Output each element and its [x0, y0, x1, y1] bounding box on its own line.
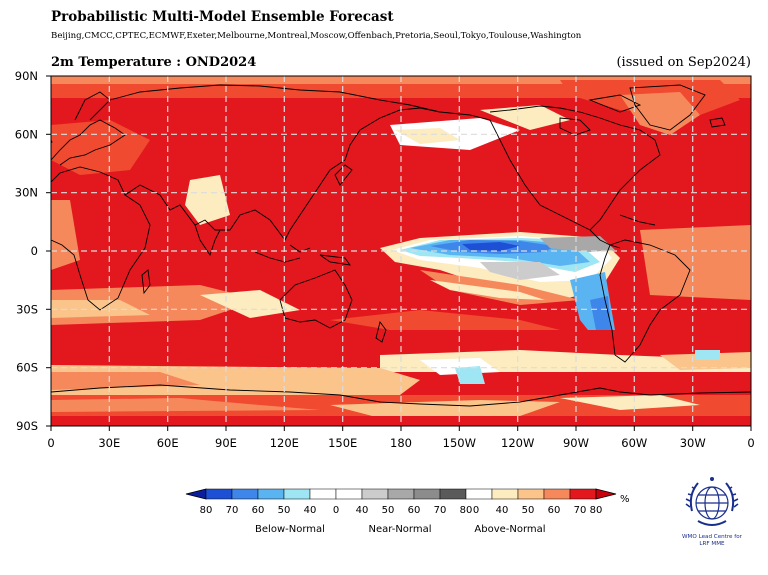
colorbar-swatch	[491, 488, 519, 500]
lat-label: 90N	[15, 69, 38, 83]
colorbar-tick-label: 40	[304, 505, 317, 516]
colorbar-tick-label: 0	[473, 505, 479, 516]
logo-caption-line1: WMO Lead Centre for	[682, 534, 742, 540]
lon-label: 150E	[328, 436, 357, 450]
colorbar-swatch	[309, 488, 337, 500]
lon-label: 30E	[98, 436, 120, 450]
lon-label: 120E	[270, 436, 299, 450]
colorbar-unit: %	[620, 494, 630, 505]
colorbar-tick-label: 0	[333, 505, 339, 516]
colorbar-swatch	[335, 488, 363, 500]
lat-label: 30S	[16, 302, 38, 316]
colorbar-tick-label: 50	[522, 505, 535, 516]
colorbar-tick-label: 60	[252, 505, 265, 516]
colorbar-tick-label: 70	[574, 505, 587, 516]
colorbar-swatch	[465, 488, 493, 500]
lat-label: 90S	[16, 419, 38, 433]
lon-ticks	[50, 426, 752, 431]
coastlines	[51, 84, 751, 407]
category-near-normal: Near-Normal	[368, 524, 431, 535]
lon-label: 120W	[501, 436, 534, 450]
colorbar-tick-label: 60	[548, 505, 561, 516]
colorbar-swatch	[569, 488, 597, 500]
colorbar-tick-label: 60	[408, 505, 421, 516]
colorbar-swatch	[517, 488, 545, 500]
latitude-axis: 90N 60N 30N 0 30S 60S 90S	[15, 69, 38, 433]
lon-label: 0	[47, 436, 54, 450]
lat-label: 60S	[16, 361, 38, 375]
colorbar-tick-label: 80	[460, 505, 473, 516]
colorbar-tick-label: 40	[356, 505, 369, 516]
map-subtitle: 2m Temperature : OND2024	[51, 55, 257, 70]
colorbar-swatch	[413, 488, 441, 500]
probability-field	[51, 76, 751, 426]
figure-title: Probabilistic Multi-Model Ensemble Forec…	[51, 9, 394, 25]
colorbar: % 80 70 60 50 40 0 40 50 60 70 80 0 40 50 60 70 80 Below…	[185, 488, 630, 535]
lon-label: 90W	[563, 436, 589, 450]
lon-label: 60E	[157, 436, 179, 450]
lat-ticks	[46, 75, 51, 427]
colorbar-swatch	[257, 488, 285, 500]
lon-label: 150W	[443, 436, 476, 450]
colorbar-swatch	[543, 488, 571, 500]
lat-label: 60N	[15, 127, 38, 141]
lon-label: 0	[747, 436, 754, 450]
colorbar-swatch	[439, 488, 467, 500]
lat-label: 30N	[15, 186, 38, 200]
lon-label: 180	[390, 436, 412, 450]
longitude-axis: 0 30E 60E 90E 120E 150E 180 150W 120W 90…	[47, 436, 754, 450]
lon-label: 30W	[680, 436, 706, 450]
colorbar-swatch	[387, 488, 415, 500]
colorbar-swatch	[205, 488, 233, 500]
colorbar-tick-label: 80	[590, 505, 603, 516]
colorbar-swatch	[361, 488, 389, 500]
logo-caption: WMO Lead Centre for LRF MME	[666, 534, 758, 548]
colorbar-right-arrow	[595, 488, 617, 500]
lon-label: 90E	[215, 436, 237, 450]
colorbar-tick-label: 70	[434, 505, 447, 516]
grid-lines	[51, 76, 751, 426]
colorbar-left-arrow	[185, 488, 207, 500]
lat-label: 0	[31, 244, 38, 258]
colorbar-swatch	[231, 488, 259, 500]
logo-caption-line2: LRF MME	[699, 541, 725, 547]
model-list: Beijing,CMCC,CPTEC,ECMWF,Exeter,Melbourn…	[51, 31, 582, 41]
issue-date: (issued on Sep2024)	[616, 55, 751, 70]
colorbar-tick-label: 70	[226, 505, 239, 516]
colorbar-tick-label: 50	[278, 505, 291, 516]
colorbar-tick-label: 80	[200, 505, 213, 516]
category-above-normal: Above-Normal	[474, 524, 545, 535]
colorbar-tick-label: 40	[496, 505, 509, 516]
wmo-logo	[685, 477, 739, 526]
lon-label: 60W	[621, 436, 647, 450]
category-below-normal: Below-Normal	[255, 524, 325, 535]
colorbar-swatch	[283, 488, 311, 500]
colorbar-tick-label: 50	[382, 505, 395, 516]
